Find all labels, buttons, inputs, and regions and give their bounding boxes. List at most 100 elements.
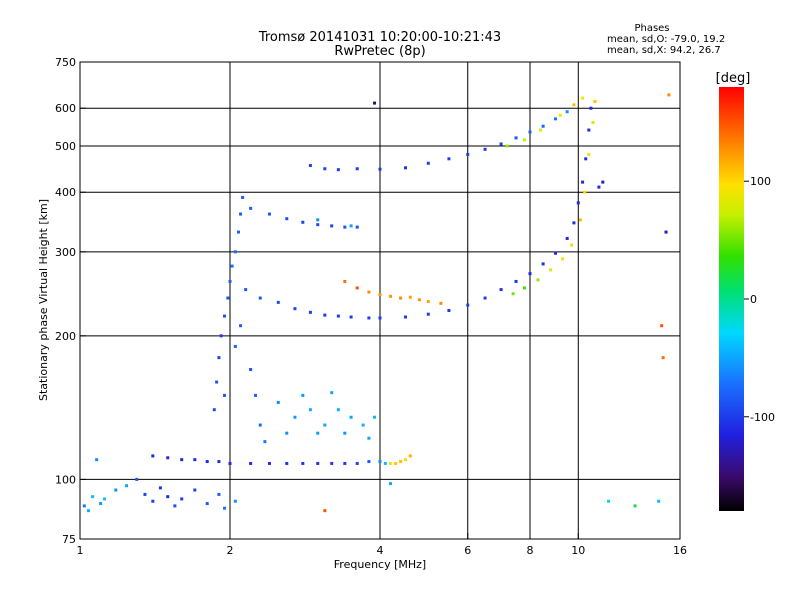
data-point xyxy=(233,499,237,503)
data-point xyxy=(226,296,230,300)
data-point xyxy=(217,460,221,464)
data-point xyxy=(349,315,353,319)
data-point xyxy=(316,218,320,222)
data-point xyxy=(403,458,407,462)
data-point xyxy=(593,99,597,103)
data-point xyxy=(267,461,271,465)
data-point xyxy=(82,504,86,508)
data-point xyxy=(367,316,371,320)
data-point xyxy=(447,308,451,312)
data-point xyxy=(389,461,393,465)
data-point xyxy=(267,212,271,216)
data-point xyxy=(373,101,377,105)
y-axis-label: Stationary phase Virtual Height [km] xyxy=(37,199,50,401)
data-point xyxy=(223,314,227,318)
y-tick-label: 75 xyxy=(62,533,76,546)
data-point xyxy=(597,185,601,189)
data-point xyxy=(528,130,532,134)
data-point xyxy=(336,168,340,172)
data-point xyxy=(330,391,334,395)
data-point xyxy=(349,224,353,228)
phases-x-line: mean, sd,X: 94.2, 26.7 xyxy=(607,45,721,56)
data-point xyxy=(205,502,209,506)
data-point xyxy=(276,400,280,404)
data-point xyxy=(212,408,216,412)
data-point xyxy=(657,499,661,503)
data-point xyxy=(576,201,580,205)
x-tick-label: 6 xyxy=(464,544,471,557)
data-point xyxy=(114,488,118,492)
data-point xyxy=(193,488,197,492)
data-point xyxy=(343,461,347,465)
data-point xyxy=(125,484,129,488)
data-point xyxy=(660,324,664,328)
data-point xyxy=(230,264,234,268)
data-point xyxy=(219,334,223,338)
data-point xyxy=(667,93,671,97)
data-point xyxy=(308,310,312,314)
data-point xyxy=(91,495,95,499)
data-point xyxy=(565,110,569,114)
data-point xyxy=(378,316,382,320)
data-point xyxy=(330,461,334,465)
data-point xyxy=(511,292,515,296)
data-point xyxy=(323,313,327,317)
colorbar-tick-label: 100 xyxy=(750,175,771,188)
data-point xyxy=(523,286,527,290)
data-point xyxy=(558,113,562,117)
data-point xyxy=(239,212,243,216)
data-point xyxy=(343,225,347,229)
colorbar-unit-label: [deg] xyxy=(716,71,751,86)
data-point xyxy=(343,431,347,435)
data-point xyxy=(355,225,359,229)
data-point xyxy=(293,307,297,311)
grid-lines xyxy=(80,62,680,539)
data-point xyxy=(263,440,267,444)
data-point xyxy=(308,164,312,168)
data-point xyxy=(349,415,353,419)
data-point xyxy=(403,166,407,170)
data-point xyxy=(581,180,585,184)
data-point xyxy=(293,415,297,419)
data-point xyxy=(570,243,574,247)
data-point xyxy=(389,482,393,486)
data-point xyxy=(373,415,377,419)
data-point xyxy=(228,279,232,283)
data-point xyxy=(285,461,289,465)
data-point xyxy=(541,124,545,128)
data-point xyxy=(166,495,170,499)
data-point xyxy=(378,167,382,171)
data-point xyxy=(633,504,637,508)
data-point xyxy=(258,296,262,300)
data-point xyxy=(394,461,398,465)
data-point xyxy=(367,436,371,440)
data-point xyxy=(607,499,611,503)
data-point xyxy=(258,423,262,427)
data-point xyxy=(135,477,139,481)
data-point xyxy=(336,314,340,318)
data-point xyxy=(316,431,320,435)
x-tick-label: 1 xyxy=(77,544,84,557)
data-point xyxy=(383,461,387,465)
data-point xyxy=(301,220,305,224)
data-point xyxy=(499,288,503,292)
data-point xyxy=(143,492,147,496)
data-point xyxy=(553,117,557,121)
data-point xyxy=(408,454,412,458)
data-point xyxy=(541,262,545,266)
data-point xyxy=(151,454,155,458)
data-point xyxy=(389,294,393,298)
data-point xyxy=(95,458,99,462)
data-point xyxy=(323,423,327,427)
data-point xyxy=(367,290,371,294)
data-point xyxy=(523,138,527,142)
data-point xyxy=(223,393,227,397)
x-tick-label: 8 xyxy=(527,544,534,557)
data-point xyxy=(223,506,227,510)
data-point xyxy=(439,301,443,305)
data-point xyxy=(355,286,359,290)
data-point xyxy=(378,293,382,297)
colorbar-ticks: 100 0 -100 xyxy=(744,175,775,424)
data-point xyxy=(323,167,327,171)
